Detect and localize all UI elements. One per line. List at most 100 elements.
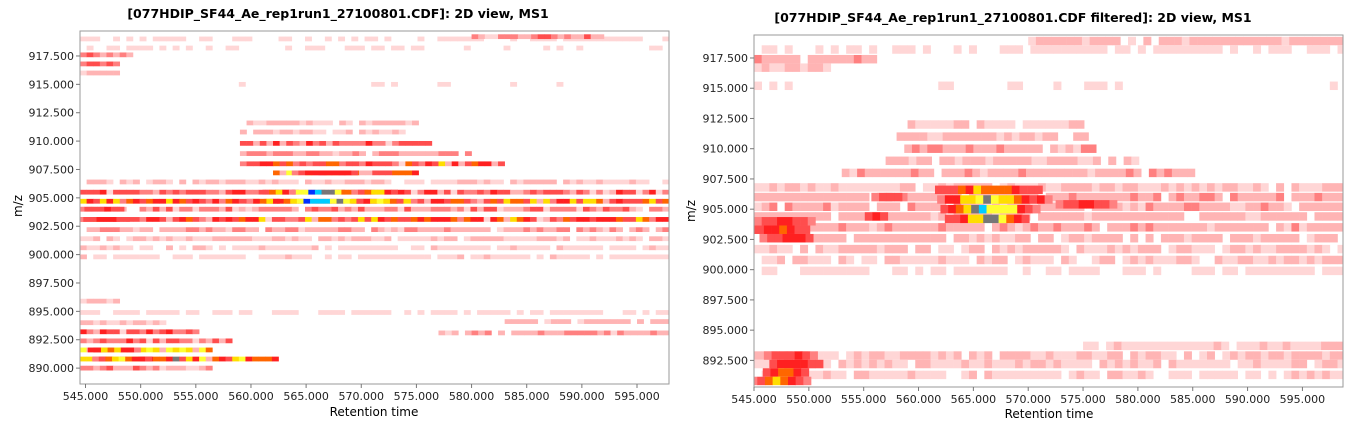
peak-cell xyxy=(795,376,804,386)
intensity-cell xyxy=(556,217,564,222)
intensity-cell xyxy=(172,356,180,362)
intensity-cell xyxy=(1183,223,1192,232)
intensity-cell xyxy=(754,63,762,72)
intensity-cell xyxy=(892,212,901,221)
intensity-cell xyxy=(238,356,246,362)
intensity-cell xyxy=(172,236,180,242)
peak-cell xyxy=(981,185,990,195)
intensity-cell xyxy=(655,217,663,222)
intensity-cell xyxy=(1329,81,1338,91)
intensity-cell xyxy=(179,179,187,185)
intensity-cell xyxy=(113,61,121,67)
peak-cell xyxy=(376,198,384,204)
intensity-cell xyxy=(1061,233,1070,243)
intensity-cell xyxy=(1337,351,1343,360)
intensity-cell xyxy=(964,168,973,178)
intensity-cell xyxy=(291,217,299,222)
intensity-cell xyxy=(556,206,564,212)
intensity-cell xyxy=(792,183,801,192)
intensity-cell xyxy=(596,236,604,242)
intensity-cell xyxy=(930,212,939,221)
intensity-cell xyxy=(265,179,273,185)
intensity-cell xyxy=(884,223,893,232)
intensity-cell xyxy=(846,54,855,64)
intensity-cell xyxy=(563,310,571,315)
intensity-cell xyxy=(1206,202,1215,211)
intensity-cell xyxy=(961,359,970,369)
intensity-cell xyxy=(869,54,878,64)
peak-cell xyxy=(1011,185,1020,195)
peak-cell xyxy=(967,195,976,204)
intensity-cell xyxy=(954,156,963,166)
intensity-cell xyxy=(106,45,114,51)
intensity-cell xyxy=(1114,233,1123,243)
intensity-cell xyxy=(899,212,908,221)
intensity-cell xyxy=(417,179,425,185)
intensity-cell xyxy=(1092,156,1101,166)
intensity-cell xyxy=(410,198,418,204)
intensity-cell xyxy=(1183,192,1192,202)
intensity-cell xyxy=(477,179,484,185)
intensity-cell xyxy=(996,132,1005,141)
peak-cell xyxy=(786,351,795,360)
intensity-cell xyxy=(344,45,352,51)
intensity-cell xyxy=(258,245,266,251)
intensity-cell xyxy=(185,338,193,344)
intensity-cell xyxy=(984,255,993,265)
intensity-cell xyxy=(662,198,669,204)
intensity-cell xyxy=(523,179,531,185)
intensity-cell xyxy=(93,338,101,344)
intensity-cell xyxy=(450,245,458,251)
intensity-cell xyxy=(225,310,233,315)
intensity-cell xyxy=(1314,202,1323,211)
intensity-cell xyxy=(1222,370,1231,380)
intensity-cell xyxy=(907,370,916,380)
peak-cell xyxy=(983,195,992,204)
peak-cell xyxy=(771,225,780,234)
intensity-cell xyxy=(1099,255,1108,265)
peak-cell xyxy=(125,356,133,362)
intensity-cell xyxy=(1153,351,1162,360)
intensity-cell xyxy=(331,310,339,315)
intensity-cell xyxy=(1107,359,1116,369)
intensity-cell xyxy=(1329,202,1338,211)
intensity-cell xyxy=(570,330,578,336)
intensity-cell xyxy=(1114,244,1123,254)
intensity-cell xyxy=(299,151,307,156)
intensity-cell xyxy=(769,212,778,221)
intensity-cell xyxy=(1122,45,1131,54)
intensity-cell xyxy=(1085,156,1094,166)
y-tick-label: 890.000 xyxy=(29,362,75,375)
intensity-cell xyxy=(1145,351,1154,360)
intensity-cell xyxy=(1084,183,1093,192)
peak-cell xyxy=(762,368,771,377)
intensity-cell xyxy=(1053,212,1062,221)
intensity-cell xyxy=(205,365,213,371)
intensity-cell xyxy=(410,254,418,260)
intensity-cell xyxy=(655,236,663,242)
intensity-cell xyxy=(232,206,240,212)
intensity-cell xyxy=(1222,212,1231,221)
peak-cell xyxy=(948,204,957,214)
intensity-cell xyxy=(1183,202,1192,211)
intensity-cell xyxy=(253,120,261,126)
y-tick-label: 915.000 xyxy=(703,82,749,95)
intensity-cell xyxy=(265,254,273,260)
intensity-cell xyxy=(273,120,280,126)
intensity-cell xyxy=(1130,183,1139,192)
intensity-cell xyxy=(1337,45,1343,54)
intensity-cell xyxy=(1260,233,1269,243)
intensity-cell xyxy=(995,168,1004,178)
intensity-cell xyxy=(754,202,762,211)
intensity-cell xyxy=(1299,223,1308,232)
intensity-cell xyxy=(846,351,855,360)
peak-cell xyxy=(276,198,284,204)
intensity-cell xyxy=(1122,212,1131,221)
intensity-cell xyxy=(1122,183,1131,192)
intensity-cell xyxy=(132,198,140,204)
intensity-cell xyxy=(876,183,885,192)
intensity-cell xyxy=(1073,132,1082,141)
intensity-cell xyxy=(377,254,385,260)
intensity-cell xyxy=(1004,132,1013,141)
intensity-cell xyxy=(1084,359,1093,369)
